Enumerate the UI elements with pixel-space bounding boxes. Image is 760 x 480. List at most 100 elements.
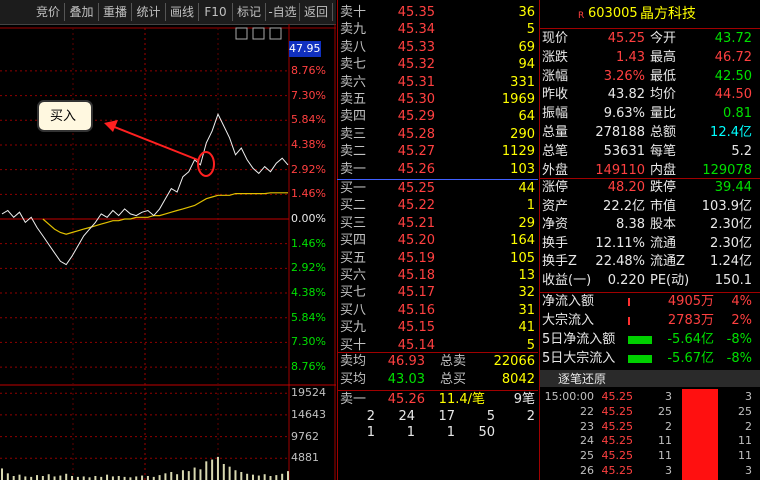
volume-bar bbox=[12, 475, 15, 480]
finance-label: 市值 bbox=[650, 198, 677, 214]
volume-bar bbox=[18, 474, 21, 480]
tick-volume: 25 bbox=[738, 404, 752, 418]
ask-label: 卖九 bbox=[340, 22, 367, 38]
ask-volume: 290 bbox=[510, 126, 535, 142]
volume-bar bbox=[257, 475, 260, 480]
quote-label: 外盘 bbox=[542, 162, 569, 178]
quote-label: 均价 bbox=[650, 87, 677, 103]
zoom-icons[interactable] bbox=[235, 27, 282, 40]
bid-label: 买六 bbox=[340, 268, 367, 283]
y-tick-label: 0.00% bbox=[291, 212, 326, 225]
finance-value: 22.2亿 bbox=[603, 198, 645, 214]
ask-label: 卖三 bbox=[340, 126, 367, 142]
finance-value: 12.11% bbox=[595, 235, 645, 251]
volume-bar bbox=[71, 475, 74, 480]
flow-value: -5.64亿 bbox=[667, 332, 714, 347]
best-ask-price: 45.26 bbox=[387, 392, 425, 407]
y-tick-label: 2.92% bbox=[291, 162, 326, 176]
tick-volume: 3 bbox=[665, 390, 672, 403]
summary-label: 总买 bbox=[440, 372, 467, 387]
finance-label: 收益(一) bbox=[542, 273, 592, 288]
bid-label: 买五 bbox=[340, 250, 367, 266]
toolbar-button[interactable]: 叠加 bbox=[66, 3, 99, 21]
finance-value: 8.38 bbox=[616, 217, 645, 233]
ask-volume: 331 bbox=[510, 74, 535, 90]
finance-value: 103.9亿 bbox=[701, 198, 752, 214]
bid-price: 45.19 bbox=[397, 250, 435, 266]
summary-price: 46.93 bbox=[387, 354, 425, 369]
summary-volume: 8042 bbox=[501, 372, 535, 387]
toolbar-button[interactable]: 返回 bbox=[300, 3, 333, 21]
bid-volume: 29 bbox=[518, 215, 535, 231]
stock-code: 603005 bbox=[588, 6, 638, 21]
toolbar-button[interactable]: F10 bbox=[200, 3, 233, 21]
y-tick-label: 4.38% bbox=[291, 137, 326, 151]
volume-bar bbox=[164, 473, 167, 480]
quote-label: 昨收 bbox=[542, 87, 569, 103]
toolbar-button[interactable]: 竞价 bbox=[32, 3, 65, 21]
toolbar-button[interactable]: -自选 bbox=[267, 3, 300, 21]
separator bbox=[337, 352, 538, 353]
quote-value: 45.25 bbox=[607, 31, 645, 46]
toolbar-button[interactable]: 重播 bbox=[99, 3, 132, 21]
volume-bar bbox=[59, 475, 62, 480]
flow-label: 大宗流入 bbox=[542, 313, 595, 328]
volume-bar bbox=[251, 474, 254, 480]
zoom-out[interactable] bbox=[252, 27, 265, 40]
tick-time: 25 bbox=[580, 449, 594, 463]
flow-label: 5日大宗流入 bbox=[542, 351, 616, 366]
ask-label: 卖二 bbox=[340, 144, 367, 160]
quote-label: 最低 bbox=[650, 68, 677, 84]
volume-bar bbox=[228, 466, 231, 480]
queue-volume: 17 bbox=[438, 409, 455, 424]
bid-label: 买四 bbox=[340, 233, 367, 249]
price-line bbox=[1, 112, 289, 266]
volume-bar bbox=[205, 461, 208, 480]
volume-bar bbox=[123, 476, 126, 480]
finance-value: 2.30亿 bbox=[710, 217, 752, 233]
volume-bar bbox=[269, 475, 272, 480]
volume-bar bbox=[193, 467, 196, 480]
bid-price: 45.16 bbox=[397, 302, 435, 318]
bid-volume: 41 bbox=[518, 320, 535, 336]
tick-price: 45.25 bbox=[601, 419, 634, 433]
bid-volume: 164 bbox=[510, 233, 535, 249]
quote-label: 涨跌 bbox=[542, 49, 569, 65]
queue-volume: 2 bbox=[526, 409, 535, 424]
menu-icon[interactable] bbox=[269, 27, 282, 40]
tick-time: 26 bbox=[580, 464, 594, 477]
toolbar-button[interactable]: 标记 bbox=[233, 3, 266, 21]
flow-value: -5.67亿 bbox=[667, 351, 714, 366]
highlight-circle bbox=[197, 151, 215, 177]
tick-volume: 2 bbox=[745, 419, 752, 433]
y-tick-label: 7.30% bbox=[291, 88, 326, 102]
ask-price: 45.32 bbox=[397, 57, 435, 73]
toolbar-button[interactable]: 画线 bbox=[166, 3, 199, 21]
stock-name: 晶方科技 bbox=[640, 6, 696, 22]
zoom-in[interactable] bbox=[235, 27, 248, 40]
summary-label: 总卖 bbox=[440, 354, 467, 369]
finance-value: 150.1 bbox=[714, 273, 752, 288]
bid-label: 买七 bbox=[340, 285, 367, 301]
finance-value: 22.48% bbox=[595, 254, 645, 270]
quote-value: 43.82 bbox=[607, 87, 645, 103]
separator bbox=[540, 292, 760, 293]
quote-label: 总笔 bbox=[542, 143, 569, 159]
ask-volume: 64 bbox=[518, 109, 535, 125]
quote-label: 每笔 bbox=[650, 143, 677, 159]
tick-price: 45.25 bbox=[601, 464, 634, 477]
y-tick-label: 8.76% bbox=[291, 63, 326, 77]
ask-price: 45.30 bbox=[397, 92, 435, 107]
ask-volume: 69 bbox=[518, 39, 535, 55]
bid-price: 45.20 bbox=[397, 233, 435, 249]
quote-label: 今开 bbox=[650, 31, 677, 46]
volume-bar bbox=[129, 477, 132, 480]
volume-bar bbox=[106, 474, 109, 480]
toolbar-button[interactable]: 统计 bbox=[133, 3, 166, 21]
bid-price: 45.18 bbox=[397, 268, 435, 283]
y-tick-label: 5.84% bbox=[291, 310, 326, 324]
annotation-box bbox=[37, 100, 93, 132]
volume-bar bbox=[281, 473, 284, 480]
bid-volume: 5 bbox=[526, 337, 535, 353]
ticks-title[interactable]: 逐笔还原 bbox=[558, 372, 607, 386]
